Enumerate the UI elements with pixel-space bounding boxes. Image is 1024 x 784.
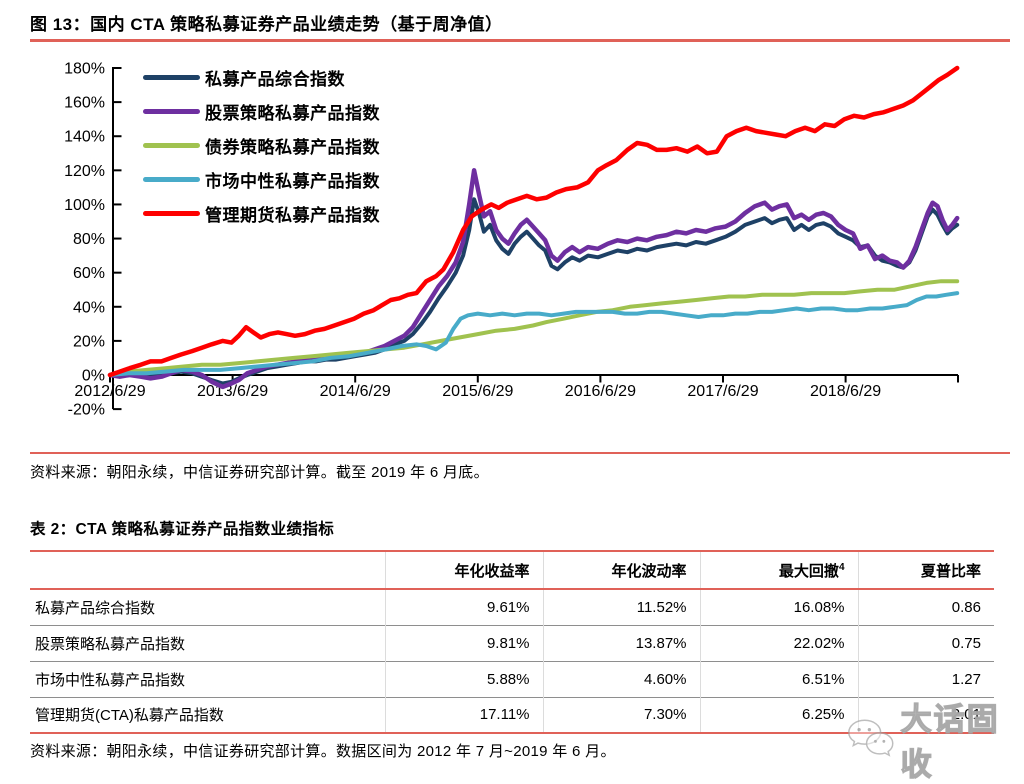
index-name-cell: 市场中性私募产品指数 [35,671,186,689]
metric-cell: 1.27 [857,661,994,697]
x-tick-label: 2013/6/29 [197,383,268,400]
table-source-note: 资料来源：朝阳永续，中信证券研究部计算。数据区间为 2012 年 7 月~201… [30,743,616,760]
y-tick-label: 180% [64,61,105,78]
x-tick-label: 2012/6/29 [74,383,145,400]
x-tick-label: 2017/6/29 [687,383,758,400]
table-row: 私募产品综合指数 9.61% 11.52% 16.08% 0.86 [30,589,994,625]
series-line-2 [108,279,960,377]
y-tick-label: 160% [64,95,105,112]
metric-cell: 7.30% [542,697,700,733]
legend-label: 私募产品综合指数 [205,69,345,89]
y-tick-label: 140% [64,129,105,146]
metric-cell: 16.08% [699,589,858,625]
col-header: 年化波动率 [542,551,700,589]
legend-swatch [143,176,200,182]
title-underline [30,39,1010,42]
performance-line-chart: 180% 160% 140% 120% 100% 80% 60% 40% 20% 0% -20% 20… [0,50,1024,422]
legend-swatch [143,108,200,114]
table-row: 管理期货(CTA)私募产品指数 17.11% 7.30% 6.25% 2.01 [30,697,994,733]
legend-item-3: 市场中性私募产品指数 [143,162,380,196]
metric-cell: 6.51% [699,661,858,697]
col-header: 年化收益率 [384,551,543,589]
metric-cell: 6.25% [699,697,858,733]
metric-cell: 9.61% [384,589,543,625]
metric-cell: 22.02% [699,625,858,661]
metric-cell: 5.88% [384,661,543,697]
legend-swatch [143,142,200,148]
metric-cell: 4.60% [542,661,700,697]
metrics-table: 年化收益率 年化波动率 最大回撤4 夏普比率 私募产品综合指数 9.61% 11.52% 1… [30,550,994,734]
y-tick-label: 120% [64,163,105,180]
legend-swatch [143,74,200,80]
y-tick-label: 20% [73,333,105,350]
metric-cell: 2.01 [857,697,994,733]
col-header: 夏普比率 [857,551,994,589]
table-body: 私募产品综合指数 9.61% 11.52% 16.08% 0.86 股票策略私募产品指数 9… [30,589,994,733]
legend-item-0: 私募产品综合指数 [143,60,380,94]
table-row: 股票策略私募产品指数 9.81% 13.87% 22.02% 0.75 [30,625,994,661]
series-line-3 [108,291,960,377]
col-header: 最大回撤4 [699,551,858,589]
metric-cell: 9.81% [384,625,543,661]
chart-legend: 私募产品综合指数股票策略私募产品指数 债券策略私募产品指数 市场中性私募产品指数 管理… [143,60,380,230]
section-divider [30,452,1010,454]
y-tick-label: 40% [73,299,105,316]
x-tick-label: 2018/6/29 [810,383,881,400]
y-tick-label: -20% [68,402,105,419]
legend-item-4: 管理期货私募产品指数 [143,196,380,230]
x-tick-label: 2014/6/29 [320,383,391,400]
series-line-4 [107,65,960,378]
metric-cell: 0.75 [857,625,994,661]
chart-source-note: 资料来源：朝阳永续，中信证券研究部计算。截至 2019 年 6 月底。 [30,464,489,481]
legend-item-2: 债券策略私募产品指数 [143,128,380,162]
y-tick-label: 80% [73,231,105,248]
figure-title: 图 13：国内 CTA 策略私募证券产品业绩走势（基于周净值） [30,15,503,34]
index-name-cell: 私募产品综合指数 [35,599,156,617]
table-row: 市场中性私募产品指数 5.88% 4.60% 6.51% 1.27 [30,661,994,697]
metric-cell: 17.11% [384,697,543,733]
legend-item-1: 股票策略私募产品指数 [143,94,380,128]
y-tick-label: 100% [64,197,105,214]
y-tick-label: 60% [73,265,105,282]
legend-label: 市场中性私募产品指数 [205,171,380,191]
table-header-row: 年化收益率 年化波动率 最大回撤4 夏普比率 [30,551,994,589]
metric-cell: 13.87% [542,625,700,661]
footnote-mark: 4 [838,561,845,573]
index-name-cell: 股票策略私募产品指数 [35,635,186,653]
metric-cell: 11.52% [542,589,700,625]
table-title: 表 2：CTA 策略私募证券产品指数业绩指标 [30,521,335,538]
legend-label: 股票策略私募产品指数 [205,103,380,123]
legend-swatch [143,210,200,216]
x-tick-label: 2015/6/29 [442,383,513,400]
metric-cell: 0.86 [857,589,994,625]
index-name-cell: 管理期货(CTA)私募产品指数 [35,707,224,725]
y-tick-label: 0% [82,368,105,385]
legend-label: 债券策略私募产品指数 [205,137,380,157]
chart-canvas: 180% 160% 140% 120% 100% 80% 60% 40% 20% 0% -20% 20… [64,61,960,419]
x-tick-label: 2016/6/29 [565,383,636,400]
row-name-header [30,551,385,589]
legend-label: 管理期货私募产品指数 [205,205,380,225]
